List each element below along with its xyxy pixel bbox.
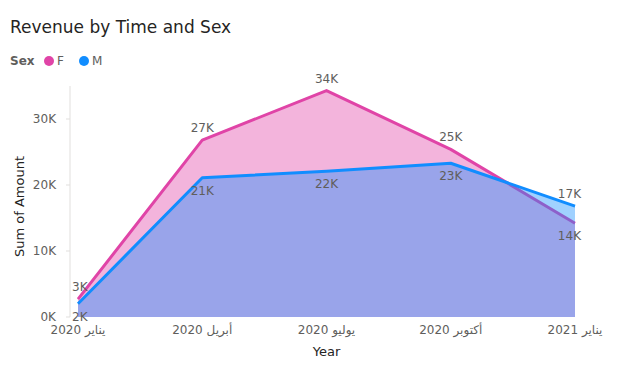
data-label: 21K bbox=[191, 184, 215, 198]
x-tick-label: أكتوبر 2020 bbox=[419, 322, 482, 338]
data-label: 14K bbox=[558, 229, 582, 243]
title: Revenue by Time and Sex bbox=[10, 17, 231, 37]
y-axis-title: Sum of Amount bbox=[12, 156, 27, 257]
legend-title: Sex bbox=[10, 54, 35, 68]
x-tick-label: يناير 2021 bbox=[548, 323, 603, 338]
y-tick-label: 0K bbox=[40, 310, 57, 324]
x-tick-label: يناير 2020 bbox=[51, 323, 106, 338]
y-tick bbox=[66, 185, 70, 186]
area bbox=[78, 163, 575, 317]
data-label: 22K bbox=[315, 177, 339, 191]
x-tick-label: يوليو 2020 bbox=[298, 323, 355, 338]
legend-swatch bbox=[44, 56, 54, 66]
chart: Revenue by Time and Sex Sex F M 0K 10K 20K 30K S… bbox=[0, 0, 618, 369]
y-tick bbox=[66, 119, 70, 120]
data-label: 2K bbox=[72, 310, 89, 324]
plot-area bbox=[78, 91, 575, 317]
legend-swatch bbox=[79, 56, 89, 66]
area bbox=[78, 91, 575, 317]
legend: Sex F M bbox=[10, 54, 102, 68]
legend-label: F bbox=[57, 54, 64, 68]
data-label: 23K bbox=[439, 169, 463, 183]
data-label: 17K bbox=[558, 187, 582, 201]
y-tick-label: 10K bbox=[33, 244, 57, 258]
data-label: 25K bbox=[439, 130, 463, 144]
legend-label: M bbox=[92, 54, 102, 68]
x-tick-label: أبريل 2020 bbox=[172, 322, 232, 338]
data-labels: 3K 2K 27K 21K 34K 22K 25K 23K 14K 17K bbox=[72, 72, 582, 324]
data-label: 27K bbox=[191, 121, 215, 135]
y-axis-line bbox=[70, 86, 71, 317]
y-tick bbox=[66, 317, 70, 318]
y-tick bbox=[66, 251, 70, 252]
y-tick-label: 30K bbox=[33, 112, 57, 126]
data-label: 34K bbox=[315, 72, 339, 86]
data-label: 3K bbox=[72, 280, 89, 294]
x-axis-title: Year bbox=[312, 344, 341, 359]
y-tick-label: 20K bbox=[33, 178, 57, 192]
line bbox=[78, 163, 575, 304]
